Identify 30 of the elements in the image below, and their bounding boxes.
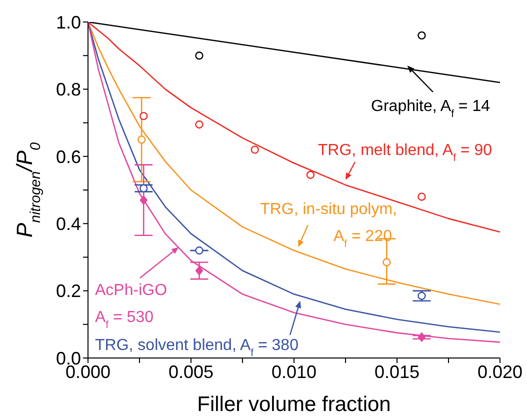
point xyxy=(306,170,315,179)
annotation: Graphite, A$_{f}$ = 14 xyxy=(371,98,490,120)
point xyxy=(418,332,426,342)
y-tick-label: 0.6 xyxy=(56,146,81,167)
point xyxy=(418,31,426,40)
point xyxy=(140,195,148,206)
point xyxy=(418,292,426,300)
point xyxy=(195,266,204,276)
annotation: AcPh-iGO A$_{f}$ = 530 xyxy=(95,282,168,330)
x-tick-label: 0.010 xyxy=(271,362,317,382)
annotation: TRG, melt blend, A$_{f}$ = 90 xyxy=(318,142,492,164)
point xyxy=(137,136,146,144)
x-tick-label: 0.005 xyxy=(168,362,214,382)
annotation: TRG, in-situ polym, A$_{f}$ = 220 xyxy=(260,201,397,250)
annotation: TRG, solvent blend, A$_{f}$ = 380 xyxy=(95,337,299,358)
point xyxy=(195,246,204,255)
point xyxy=(382,258,391,266)
x-tick-label: 0.015 xyxy=(374,362,420,382)
point xyxy=(250,146,259,154)
point xyxy=(195,52,204,60)
y-tick-label: 0.8 xyxy=(56,80,81,100)
y-tick-label: 0.4 xyxy=(56,214,81,234)
y-tick-label: 1.0 xyxy=(56,12,81,32)
point xyxy=(140,112,148,120)
x-tick-label: 0.020 xyxy=(477,362,523,382)
x-axis-title: Filler volume fraction xyxy=(197,393,391,416)
point xyxy=(140,184,148,192)
point xyxy=(195,120,204,129)
point xyxy=(418,192,426,201)
y-tick-label: 0.2 xyxy=(56,281,81,302)
